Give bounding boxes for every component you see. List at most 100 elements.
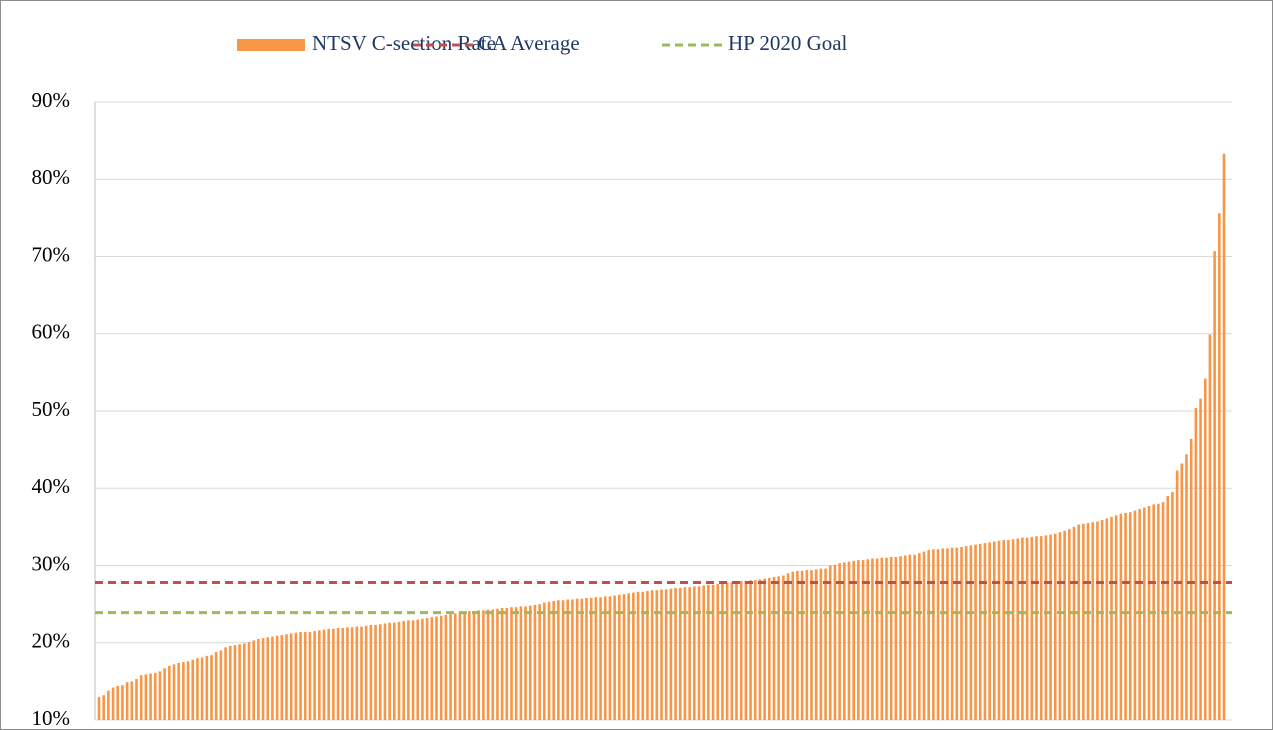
bar	[1030, 536, 1034, 720]
bar	[857, 560, 860, 720]
bar	[1199, 398, 1202, 720]
bar	[378, 624, 382, 720]
bar	[318, 630, 321, 720]
bar	[702, 585, 705, 720]
bar	[1035, 536, 1038, 720]
y-tick-label: 80%	[32, 165, 71, 189]
bar	[974, 544, 977, 720]
bar	[168, 665, 171, 720]
bar	[969, 545, 973, 720]
bar	[463, 611, 466, 720]
bar	[739, 580, 743, 720]
bar	[585, 597, 588, 720]
bar	[697, 586, 701, 720]
bar	[1077, 524, 1080, 720]
bar	[899, 556, 902, 720]
bar	[435, 616, 438, 720]
bar	[843, 562, 846, 720]
bar	[397, 621, 401, 720]
bar	[557, 600, 560, 720]
bar	[1096, 521, 1099, 720]
bar	[1203, 378, 1207, 720]
bar	[266, 637, 270, 720]
bar	[603, 596, 607, 720]
bar	[421, 618, 424, 720]
bar	[486, 609, 490, 720]
bar	[383, 623, 387, 720]
bar	[908, 554, 912, 720]
bar	[730, 582, 734, 720]
y-tick-label: 20%	[32, 629, 71, 653]
bar	[950, 547, 954, 720]
bar	[294, 632, 298, 720]
bar	[303, 631, 307, 720]
bar	[505, 607, 509, 720]
bar	[1180, 463, 1184, 720]
bar	[477, 610, 480, 720]
bar	[275, 635, 279, 720]
legend-label: NTSV C-section Rate	[312, 31, 496, 55]
bar	[186, 661, 190, 720]
bar	[1105, 518, 1109, 720]
bar	[660, 589, 663, 720]
bar	[257, 638, 260, 720]
bar	[847, 561, 851, 720]
bar	[871, 558, 874, 720]
bar	[1213, 251, 1216, 720]
bar	[599, 597, 602, 720]
bar	[449, 614, 452, 720]
bar	[669, 588, 673, 720]
y-tick-label: 60%	[32, 320, 71, 344]
bar	[360, 626, 363, 720]
bar	[1138, 509, 1141, 720]
bar	[946, 548, 949, 720]
bar	[988, 542, 991, 720]
bar	[960, 546, 963, 720]
bar	[182, 662, 185, 720]
bar	[1058, 532, 1062, 720]
bar	[632, 592, 635, 720]
bar	[1086, 523, 1090, 720]
bar	[749, 580, 752, 720]
bar	[528, 605, 532, 720]
bar	[1025, 537, 1029, 720]
bar	[955, 547, 959, 720]
bar	[735, 581, 738, 720]
bar	[121, 685, 124, 720]
legend-label: HP 2020 Goal	[728, 31, 848, 55]
bar	[425, 618, 429, 720]
bar	[552, 601, 555, 720]
bar	[763, 578, 766, 720]
bar	[927, 550, 930, 720]
bar	[139, 675, 143, 720]
bar	[299, 631, 302, 720]
bar	[1100, 519, 1104, 720]
bar	[753, 580, 757, 720]
bar	[833, 564, 837, 720]
bar	[655, 590, 659, 720]
bar	[1049, 534, 1052, 720]
bar	[524, 606, 527, 720]
bar	[932, 549, 935, 720]
bar	[861, 560, 865, 720]
bar	[1133, 510, 1137, 720]
bar	[458, 612, 462, 720]
bar	[285, 634, 288, 720]
y-tick-label: 40%	[32, 474, 71, 498]
bar	[1161, 502, 1165, 720]
bar	[1194, 407, 1198, 720]
bar	[261, 638, 265, 720]
bar	[993, 541, 996, 720]
bar	[233, 645, 237, 720]
bar	[322, 629, 326, 720]
bar	[1166, 495, 1170, 720]
bar	[786, 573, 790, 720]
bar	[453, 613, 457, 720]
bar	[782, 575, 785, 720]
bar	[880, 557, 884, 720]
bar	[852, 560, 855, 720]
bar	[978, 543, 982, 720]
bar	[561, 600, 565, 720]
bar	[411, 620, 415, 720]
bar	[772, 577, 776, 720]
